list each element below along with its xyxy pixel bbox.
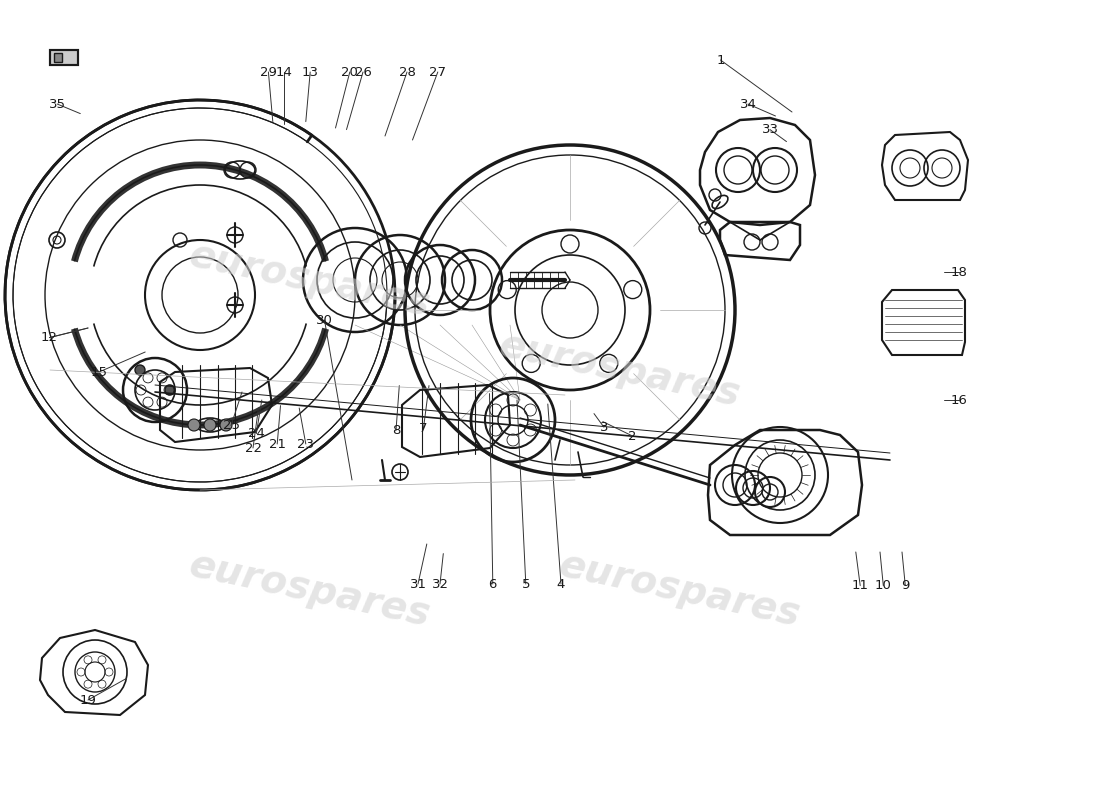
Text: 4: 4 xyxy=(557,578,565,590)
Text: eurospares: eurospares xyxy=(186,546,434,634)
Text: 23: 23 xyxy=(297,438,315,450)
Text: 34: 34 xyxy=(739,98,757,110)
Bar xyxy=(54,53,62,62)
Text: 27: 27 xyxy=(429,66,447,78)
Circle shape xyxy=(165,385,175,395)
Text: 12: 12 xyxy=(41,331,58,344)
Text: 3: 3 xyxy=(600,421,608,434)
Text: 21: 21 xyxy=(268,438,286,450)
Text: 24: 24 xyxy=(248,427,265,440)
Text: 26: 26 xyxy=(354,66,372,78)
Text: eurospares: eurospares xyxy=(556,546,804,634)
Text: 6: 6 xyxy=(488,578,497,590)
Circle shape xyxy=(135,365,145,375)
Text: 16: 16 xyxy=(950,394,968,406)
Text: 35: 35 xyxy=(48,98,66,110)
Circle shape xyxy=(220,419,232,431)
Text: 22: 22 xyxy=(244,442,262,454)
Text: 32: 32 xyxy=(431,578,449,590)
Text: 33: 33 xyxy=(761,123,779,136)
Bar xyxy=(50,50,78,65)
Text: 11: 11 xyxy=(851,579,869,592)
Text: 1: 1 xyxy=(716,54,725,66)
Text: 18: 18 xyxy=(950,266,968,278)
Text: 9: 9 xyxy=(901,579,910,592)
Text: 14: 14 xyxy=(275,66,293,78)
Text: eurospares: eurospares xyxy=(186,236,434,324)
Text: 10: 10 xyxy=(874,579,892,592)
Bar xyxy=(50,50,78,65)
Text: 8: 8 xyxy=(392,424,400,437)
Text: 30: 30 xyxy=(316,314,333,326)
Text: 25: 25 xyxy=(222,419,240,432)
Text: 2: 2 xyxy=(628,430,637,442)
Text: 29: 29 xyxy=(260,66,277,78)
Text: 31: 31 xyxy=(409,578,427,590)
Text: 28: 28 xyxy=(398,66,416,78)
Text: 20: 20 xyxy=(341,66,359,78)
Text: 7: 7 xyxy=(419,422,428,434)
Text: 19: 19 xyxy=(79,694,97,706)
Circle shape xyxy=(188,419,200,431)
Text: 5: 5 xyxy=(521,578,530,590)
Text: eurospares: eurospares xyxy=(496,326,744,414)
Text: 13: 13 xyxy=(301,66,319,78)
Text: 15: 15 xyxy=(90,366,108,378)
Circle shape xyxy=(204,419,216,431)
